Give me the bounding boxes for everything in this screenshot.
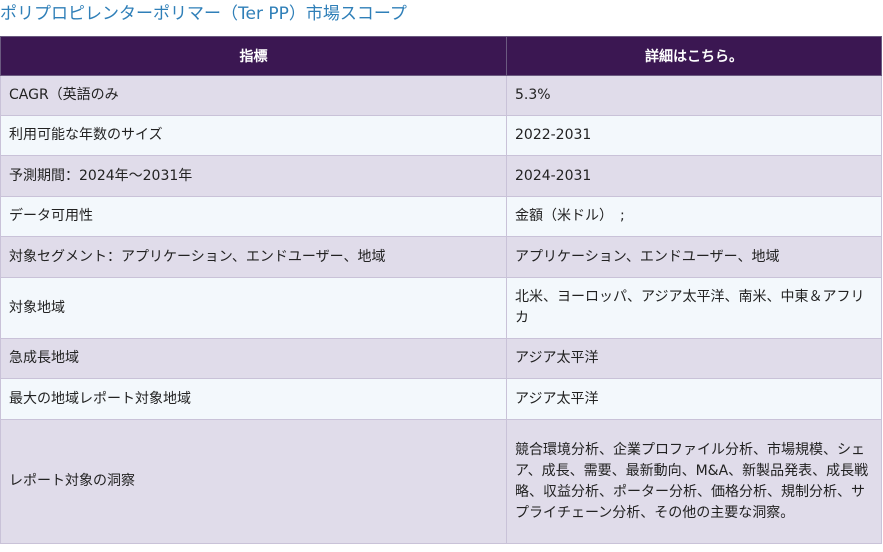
- row-value: 2024-2031: [506, 155, 882, 197]
- row-label: 対象セグメント：アプリケーション、エンドユーザー、地域: [0, 236, 507, 278]
- row-label: 対象地域: [0, 277, 507, 339]
- table-row: データ可用性 金額（米ドル） ;: [0, 196, 882, 237]
- row-label: CAGR（英語のみ: [0, 75, 507, 116]
- row-value: アジア太平洋: [506, 378, 882, 420]
- row-value: 北米、ヨーロッパ、アジア太平洋、南米、中東＆アフリカ: [506, 277, 882, 339]
- row-value: 金額（米ドル） ;: [506, 196, 882, 237]
- header-details: 詳細はこちら。: [506, 36, 882, 76]
- row-label: 急成長地域: [0, 338, 507, 379]
- table-row: CAGR（英語のみ 5.3%: [0, 75, 882, 116]
- table-row: 対象地域 北米、ヨーロッパ、アジア太平洋、南米、中東＆アフリカ: [0, 277, 882, 339]
- row-value: 2022-2031: [506, 115, 882, 156]
- row-label: 利用可能な年数のサイズ: [0, 115, 507, 156]
- table-header-row: 指標 詳細はこちら。: [0, 36, 882, 76]
- row-value: アジア太平洋: [506, 338, 882, 379]
- table-row: 最大の地域レポート対象地域 アジア太平洋: [0, 378, 882, 420]
- table-row: レポート対象の洞察 競合環境分析、企業プロファイル分析、市場規模、シェア、成長、…: [0, 419, 882, 544]
- row-label: 予測期間：2024年～2031年: [0, 155, 507, 197]
- table-row: 急成長地域 アジア太平洋: [0, 338, 882, 379]
- table-row: 予測期間：2024年～2031年 2024-2031: [0, 155, 882, 197]
- table-row: 対象セグメント：アプリケーション、エンドユーザー、地域 アプリケーション、エンド…: [0, 236, 882, 278]
- row-value: アプリケーション、エンドユーザー、地域: [506, 236, 882, 278]
- row-label: 最大の地域レポート対象地域: [0, 378, 507, 420]
- row-label: データ可用性: [0, 196, 507, 237]
- page-title: ポリプロピレンターポリマー（Ter PP）市場スコープ: [0, 4, 407, 24]
- header-metric: 指標: [0, 36, 507, 76]
- market-scope-table: 指標 詳細はこちら。 CAGR（英語のみ 5.3% 利用可能な年数のサイズ 20…: [0, 36, 882, 544]
- row-label: レポート対象の洞察: [0, 419, 507, 544]
- table-row: 利用可能な年数のサイズ 2022-2031: [0, 115, 882, 156]
- row-value: 競合環境分析、企業プロファイル分析、市場規模、シェア、成長、需要、最新動向、M&…: [506, 419, 882, 544]
- row-value: 5.3%: [506, 75, 882, 116]
